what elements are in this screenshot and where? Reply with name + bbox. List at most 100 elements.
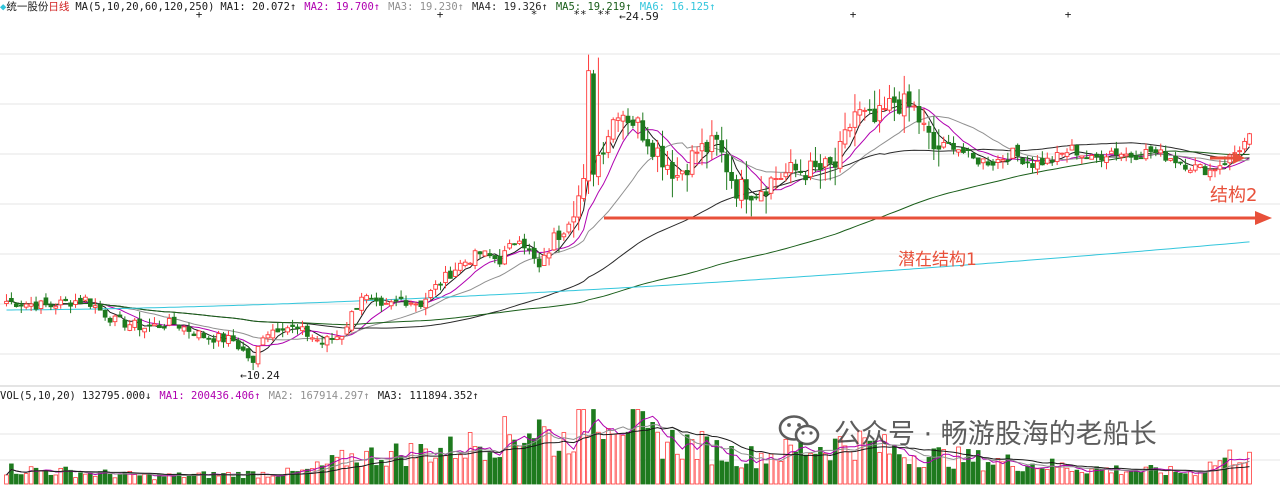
candle-body (1025, 161, 1030, 164)
vol-value: 132795.000↓ (81, 390, 152, 402)
candle-body (970, 152, 976, 159)
event-marker: + (850, 8, 857, 21)
candle-body (660, 145, 665, 168)
volume-bar (305, 468, 310, 485)
volume-bar (176, 472, 182, 485)
candle-body (393, 299, 399, 302)
candle-body (314, 339, 320, 342)
candle-body (295, 326, 300, 329)
candle-body (857, 109, 863, 116)
volume-bar (867, 440, 872, 485)
volume-bar (517, 445, 522, 485)
volume-bar (601, 439, 606, 485)
volume-bar (240, 478, 246, 485)
volume-bar (102, 469, 108, 485)
candle-body (329, 338, 335, 340)
candle-body (359, 296, 364, 311)
volume-bar (43, 470, 49, 485)
volume-bar (1133, 470, 1139, 485)
candle-body (43, 297, 49, 306)
volume-bar (1237, 462, 1242, 485)
volume-bar (823, 452, 828, 485)
candle-body (591, 73, 596, 175)
volume-bar (689, 439, 695, 485)
volume-bar (147, 473, 152, 485)
ma-line-ma1 (6, 102, 1250, 354)
candle-body (1212, 169, 1218, 172)
volume-bar (1104, 467, 1109, 485)
candle-body (305, 325, 310, 337)
volume-bar (877, 452, 882, 485)
volume-bar (137, 475, 142, 485)
candle-body (773, 178, 779, 181)
candle-body (107, 317, 113, 323)
volume-bar (413, 457, 419, 485)
volume-bar (245, 470, 251, 485)
vol-ma2-label: MA2: 167914.297↑ (268, 390, 370, 402)
candle-body (240, 346, 246, 351)
volume-bar (28, 466, 34, 485)
volume-bar (1000, 461, 1006, 485)
ma6-label: MA6: 16.125↑ (639, 1, 716, 13)
stock-name: 统一股份 (6, 1, 49, 13)
volume-bar (221, 473, 226, 485)
volume-bar (951, 468, 956, 485)
ma-lines (6, 102, 1250, 354)
volume-bar (398, 455, 404, 485)
ma5-label: MA5: 19.219↑ (555, 1, 632, 13)
candle-body (975, 157, 981, 165)
volume-bar (33, 467, 39, 485)
volume-bar (704, 436, 710, 485)
candle-body (753, 196, 759, 199)
candle-body (102, 309, 108, 318)
volume-bar (166, 473, 172, 485)
candle-body (926, 125, 932, 133)
volume-bar (1143, 466, 1149, 485)
candle-body (1118, 153, 1124, 158)
candle-body (601, 152, 606, 155)
volume-bar (645, 427, 651, 485)
candle-body (1178, 161, 1183, 164)
volume-bar (1153, 467, 1159, 485)
candle-body (152, 323, 157, 327)
volume-bar (1099, 468, 1104, 485)
candle-body (896, 99, 902, 114)
candle-body (1133, 155, 1139, 160)
volume-bar (1069, 471, 1075, 485)
volume-bar (157, 473, 162, 485)
candle-body (33, 301, 39, 310)
candle-body (1192, 164, 1198, 171)
candle-body (1222, 163, 1228, 166)
ma-line-ma6 (6, 241, 1250, 311)
volume-bar (734, 466, 739, 485)
volume-bar (744, 463, 749, 485)
candle-body (882, 108, 887, 111)
volume-bar (837, 436, 843, 485)
candle-body (1158, 149, 1164, 154)
volume-bar (778, 460, 784, 485)
candle-body (551, 232, 557, 251)
volume-bar (946, 466, 951, 485)
candle-body (576, 195, 581, 218)
candle-body (901, 93, 907, 117)
candle-body (936, 145, 942, 150)
candle-body (744, 179, 749, 200)
candle-body (349, 311, 355, 331)
candle-body (536, 258, 542, 268)
candle-body (63, 298, 68, 302)
volume-bar (1222, 457, 1228, 485)
volume-bar (1128, 470, 1134, 485)
candle-body (522, 238, 527, 249)
volume-bar (329, 455, 335, 485)
candle-body (640, 120, 646, 141)
volume-bar (990, 464, 996, 485)
volume-bar (344, 465, 350, 485)
candle-body (941, 142, 947, 148)
volume-bar (467, 432, 473, 485)
volume-bar (196, 472, 202, 485)
volume-bar (107, 473, 113, 485)
volume-bar (684, 434, 690, 485)
volume-bar (783, 438, 789, 485)
volume-bar (270, 475, 276, 485)
